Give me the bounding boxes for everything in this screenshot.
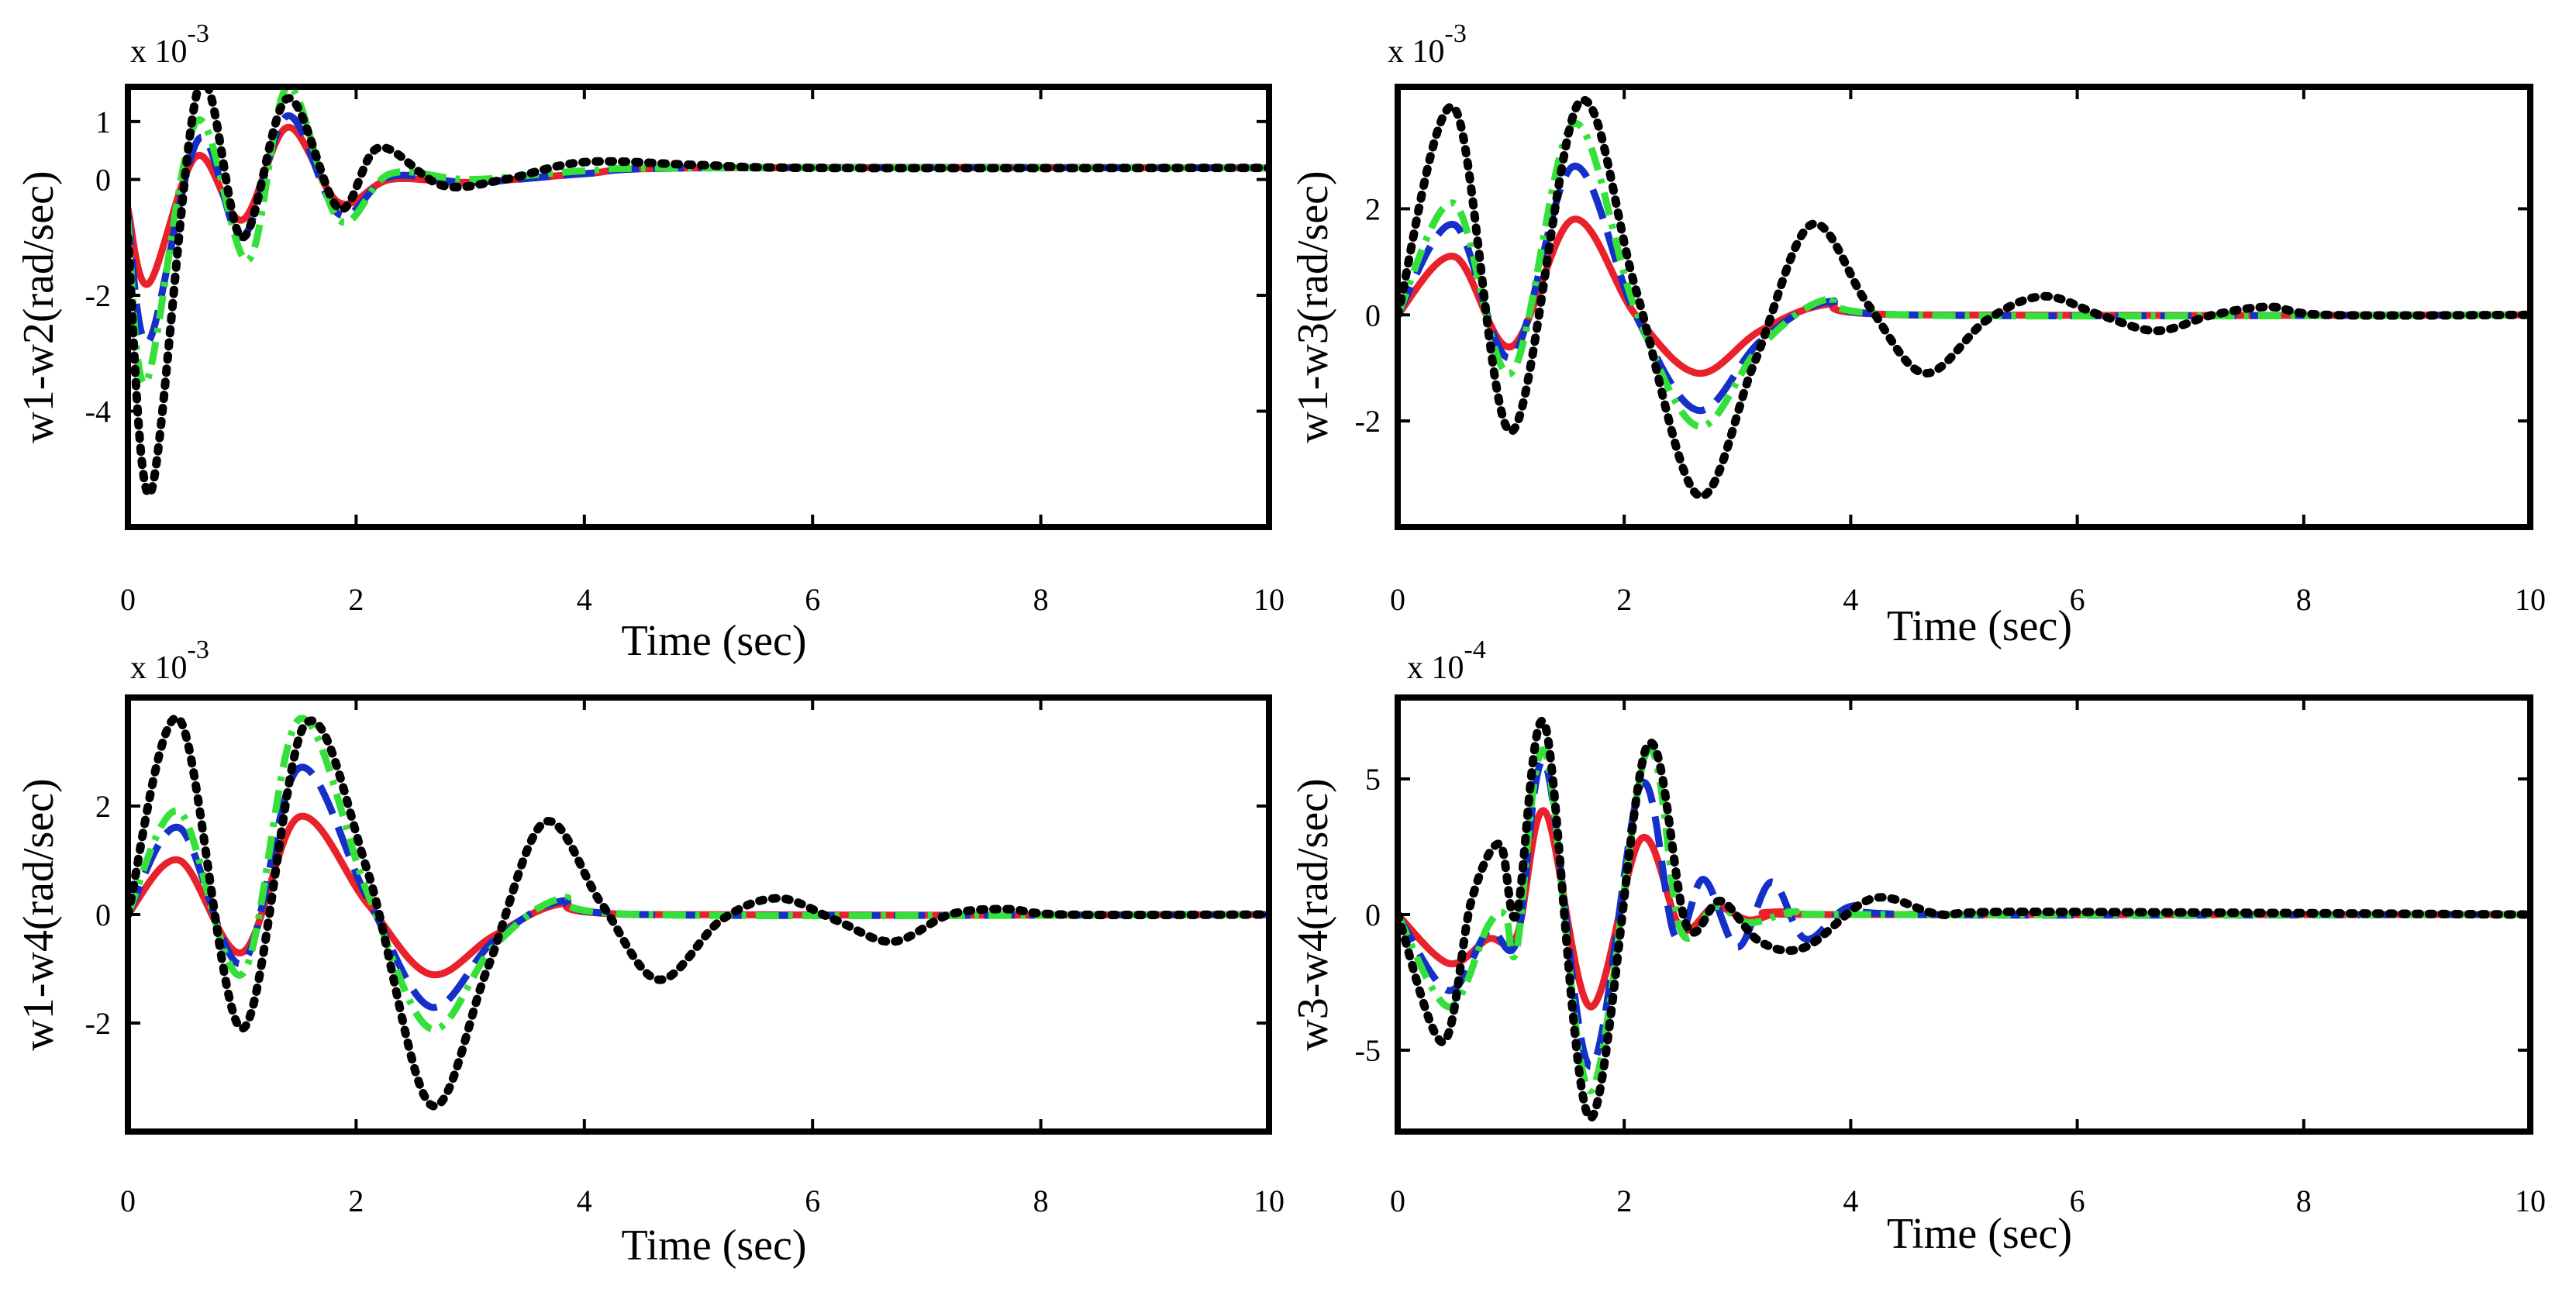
- x-tick-label: 8: [1033, 1183, 1049, 1218]
- series-line-black: [1398, 717, 2530, 1123]
- y-tick-label: -4: [85, 394, 111, 429]
- y-tick-label: -2: [85, 1006, 111, 1041]
- x-tick-label: 4: [1843, 1183, 1858, 1218]
- y-axis-label: w3-w4(rad/sec): [1289, 778, 1337, 1050]
- panel-w1-w3: 0 2 4 6 8 10 2 0 -2 x 10-3 Time (sec) w1-w3(rad/sec…: [1289, 19, 2546, 650]
- series-line-red: [128, 812, 1269, 979]
- series-line-black: [128, 87, 1269, 499]
- x-tick-label: 8: [2296, 582, 2312, 617]
- series-group: [128, 713, 1269, 1111]
- y-exponent-power: -4: [1464, 636, 1486, 664]
- series-line-blue: [1398, 163, 2530, 414]
- x-tick-label: 6: [805, 1183, 820, 1218]
- y-tick-label: 0: [1365, 298, 1381, 332]
- y-exponent-label: x 10-3: [130, 636, 209, 686]
- x-axis-label: Time (sec): [621, 617, 806, 665]
- x-tick-label: 10: [1254, 582, 1285, 617]
- y-exponent-label: x 10-3: [1388, 19, 1467, 70]
- series-group: [1398, 95, 2530, 501]
- x-tick-label: 8: [2296, 1183, 2312, 1218]
- x-axis-label: Time (sec): [1887, 602, 2072, 650]
- panel-w3-w4: 0 2 4 6 8 10 5 0 -5 x 10-4 Time (sec) w3-w4(rad/sec…: [1289, 636, 2546, 1258]
- y-exponent-power: -3: [188, 636, 209, 664]
- series-line-green: [128, 715, 1269, 1033]
- x-tick-label: 6: [805, 582, 820, 617]
- y-exponent-power: -3: [188, 19, 209, 48]
- y-tick-label: 2: [95, 789, 111, 824]
- series-line-blue: [128, 763, 1269, 1011]
- series-group: [1398, 717, 2530, 1123]
- x-tick-label: 10: [1254, 1183, 1285, 1218]
- plot-frame: [125, 84, 1272, 530]
- x-tick-label: 4: [577, 582, 592, 617]
- y-axis-label: w1-w2(rad/sec): [15, 171, 63, 443]
- x-tick-label: 2: [348, 1183, 364, 1218]
- y-exponent-label: x 10-3: [130, 19, 209, 70]
- y-tick-label: -2: [1355, 404, 1381, 439]
- series-group: [128, 87, 1269, 499]
- series-line-black: [128, 713, 1269, 1111]
- x-tick-label: 0: [120, 1183, 136, 1218]
- x-tick-label: 6: [2070, 582, 2085, 617]
- x-tick-label: 10: [2515, 1183, 2546, 1218]
- x-tick-label: 4: [577, 1183, 592, 1218]
- x-tick-label: 0: [1390, 1183, 1405, 1218]
- y-tick-label: 2: [1365, 191, 1381, 226]
- x-tick-label: 2: [1616, 1183, 1632, 1218]
- x-tick-label: 8: [1033, 582, 1049, 617]
- plot-frame: [1395, 84, 2533, 530]
- y-axis-label: w1-w4(rad/sec): [15, 778, 63, 1050]
- series-line-red: [1398, 215, 2530, 377]
- y-axis-label: w1-w3(rad/sec): [1289, 171, 1337, 443]
- x-tick-label: 0: [1390, 582, 1405, 617]
- y-tick-label: -5: [1355, 1033, 1381, 1068]
- y-tick-label: 0: [95, 898, 111, 932]
- y-exponent-power: -3: [1445, 19, 1467, 48]
- x-tick-label: 2: [1616, 582, 1632, 617]
- x-tick-label: 4: [1843, 582, 1858, 617]
- y-tick-label: 1: [95, 105, 111, 140]
- y-exponent-label: x 10-4: [1407, 636, 1486, 686]
- series-line-blue: [128, 112, 1269, 346]
- series-line-black: [1398, 95, 2530, 501]
- y-tick-label: 0: [1365, 898, 1381, 932]
- x-tick-label: 10: [2515, 582, 2546, 617]
- x-tick-label: 6: [2070, 1183, 2085, 1218]
- y-tick-label: 5: [1365, 762, 1381, 797]
- series-line-red: [128, 123, 1269, 288]
- y-tick-label: -2: [85, 278, 111, 313]
- x-tick-label: 0: [120, 582, 136, 617]
- y-tick-label: 0: [95, 163, 111, 198]
- x-axis-label: Time (sec): [621, 1221, 806, 1270]
- panel-w1-w4: 0 2 4 6 8 10 2 0 -2 x 10-3 Time (sec) w1-w4(rad/sec…: [15, 636, 1285, 1270]
- x-axis-label: Time (sec): [1887, 1210, 2072, 1258]
- x-tick-label: 2: [348, 582, 364, 617]
